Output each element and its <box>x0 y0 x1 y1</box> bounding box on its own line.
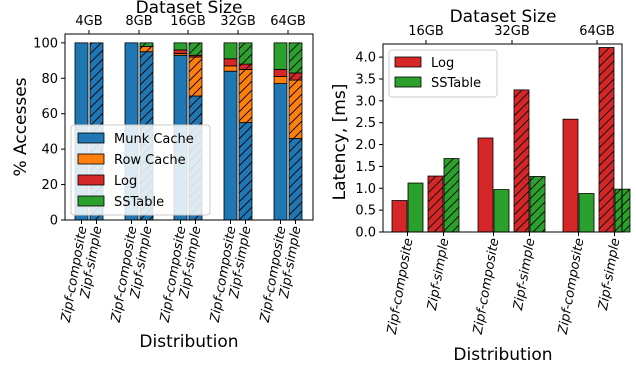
hatch-overlay-zipf-simple-64gb <box>289 138 302 220</box>
bar-sstable-zipf-composite-16gb <box>173 42 188 51</box>
y-tick-label: 0.5 <box>355 204 376 219</box>
y-tick-label: 4.0 <box>355 51 376 66</box>
hatch-overlay-zipf-simple-32gb <box>239 122 252 220</box>
y-tick-label: 100 <box>33 36 58 51</box>
hatch-overlay-zipf-simple-8gb <box>140 42 153 47</box>
hatch-overlay-zipf-simple-64gb <box>289 42 302 73</box>
y-tick-label: 2.5 <box>355 116 376 131</box>
chart-access-breakdown: 0 20 40 60 80 100 % Accesses 4GB 8GB 16GB 32GB 64GB… <box>11 0 314 352</box>
legend-swatch <box>394 76 422 88</box>
y-tick-label: 60 <box>41 107 58 122</box>
x-tick-label: Zipf-simple <box>596 237 624 312</box>
top-tick-label: 32GB <box>220 14 256 29</box>
legend-swatch <box>394 56 422 68</box>
legend-label: SSTable <box>431 76 481 91</box>
bar-log-zipf-composite-32gb <box>477 137 494 233</box>
top-tick-label: 64GB <box>579 24 615 39</box>
legend-swatch <box>77 153 105 165</box>
bar-sstable-zipf-composite-32gb <box>493 189 510 233</box>
top-tick-label: 4GB <box>75 14 102 29</box>
legend-label: Munk Cache <box>114 132 194 147</box>
x-tick-label: Zipf-composite <box>385 237 417 336</box>
y-tick-label: 1.0 <box>355 182 376 197</box>
hatch-overlay-log-64gb <box>599 47 614 232</box>
y-tick-label: 40 <box>41 143 58 158</box>
y-tick-label: 0.0 <box>355 226 376 241</box>
bar-log-zipf-composite-64gb <box>562 118 579 233</box>
x-axis-label: Distribution <box>453 345 552 365</box>
bar-munk-cache-zipf-composite-64gb <box>273 83 288 221</box>
legend-label: SSTable <box>114 195 164 210</box>
hatch-overlay-sstable-32gb <box>530 176 545 232</box>
legend-label: Log <box>114 174 137 189</box>
x-axis-label: Distribution <box>139 332 238 352</box>
legend-swatch <box>77 174 105 186</box>
plot-frame <box>64 33 314 221</box>
hatch-overlay-zipf-simple-16gb <box>189 55 202 58</box>
legend-label: Row Cache <box>114 153 186 168</box>
y-tick-label: 2.0 <box>355 138 376 153</box>
legend-box <box>70 124 211 216</box>
legend-swatch <box>77 132 105 144</box>
x-tick-label: Zipf-simple <box>511 237 539 312</box>
y-axis-label: Latency, [ms] <box>330 84 350 201</box>
x-tick-label: Zipf-simple <box>425 237 453 312</box>
legend-label: Log <box>431 56 454 71</box>
legend-swatch <box>77 195 105 207</box>
top-axis-label: Dataset Size <box>136 0 243 18</box>
y-axis-label: % Accesses <box>11 77 31 176</box>
plot-frame <box>382 43 623 233</box>
chart-latency: 0.0 0.5 1.0 1.5 2.0 2.5 3.0 3.5 4.0 Latency, [ms]… <box>330 7 631 365</box>
y-tick-label: 0 <box>50 214 58 229</box>
x-tick-label: Zipf-composite <box>556 237 588 336</box>
hatch-overlay-log-32gb <box>514 89 529 232</box>
top-tick-label: 64GB <box>270 14 306 29</box>
y-tick-label: 80 <box>41 72 58 87</box>
y-tick-label: 1.5 <box>355 160 376 175</box>
y-tick-label: 3.5 <box>355 72 376 87</box>
top-axis-label: Dataset Size <box>450 7 557 27</box>
bar-sstable-zipf-composite-64gb <box>578 193 595 233</box>
bar-log-zipf-composite-16gb <box>391 200 408 233</box>
top-tick-label: 16GB <box>408 24 444 39</box>
top-tick-label: 32GB <box>494 24 530 39</box>
hatch-overlay-zipf-simple-16gb <box>189 42 202 56</box>
bar-sstable-zipf-composite-32gb <box>223 42 238 60</box>
bar-sstable-zipf-composite-64gb <box>273 42 288 70</box>
x-tick-label: Zipf-composite <box>471 237 503 336</box>
top-tick-label: 8GB <box>125 14 152 29</box>
y-tick-label: 3.0 <box>355 94 376 109</box>
bar-row-cache-zipf-composite-32gb <box>223 65 238 72</box>
hatch-overlay-zipf-simple-64gb <box>289 80 302 139</box>
top-tick-label: 16GB <box>170 14 206 29</box>
bar-log-zipf-composite-16gb <box>173 49 188 54</box>
hatch-overlay-zipf-simple-32gb <box>239 42 252 65</box>
hatch-overlay-zipf-simple-64gb <box>289 72 302 81</box>
hatch-overlay-zipf-simple-32gb <box>239 64 252 70</box>
bar-munk-cache-zipf-composite-32gb <box>223 70 238 221</box>
hatch-overlay-zipf-simple-32gb <box>239 69 252 123</box>
hatch-overlay-zipf-simple-8gb <box>140 46 153 52</box>
bar-sstable-zipf-composite-16gb <box>407 182 424 233</box>
hatch-overlay-log-16gb <box>428 176 443 232</box>
y-tick-label: 20 <box>41 178 58 193</box>
hatch-overlay-zipf-simple-16gb <box>189 57 202 96</box>
bar-log-zipf-composite-64gb <box>273 69 288 77</box>
bar-log-zipf-composite-32gb <box>223 58 238 67</box>
bar-row-cache-zipf-composite-64gb <box>273 76 288 84</box>
hatch-overlay-sstable-16gb <box>444 158 459 232</box>
